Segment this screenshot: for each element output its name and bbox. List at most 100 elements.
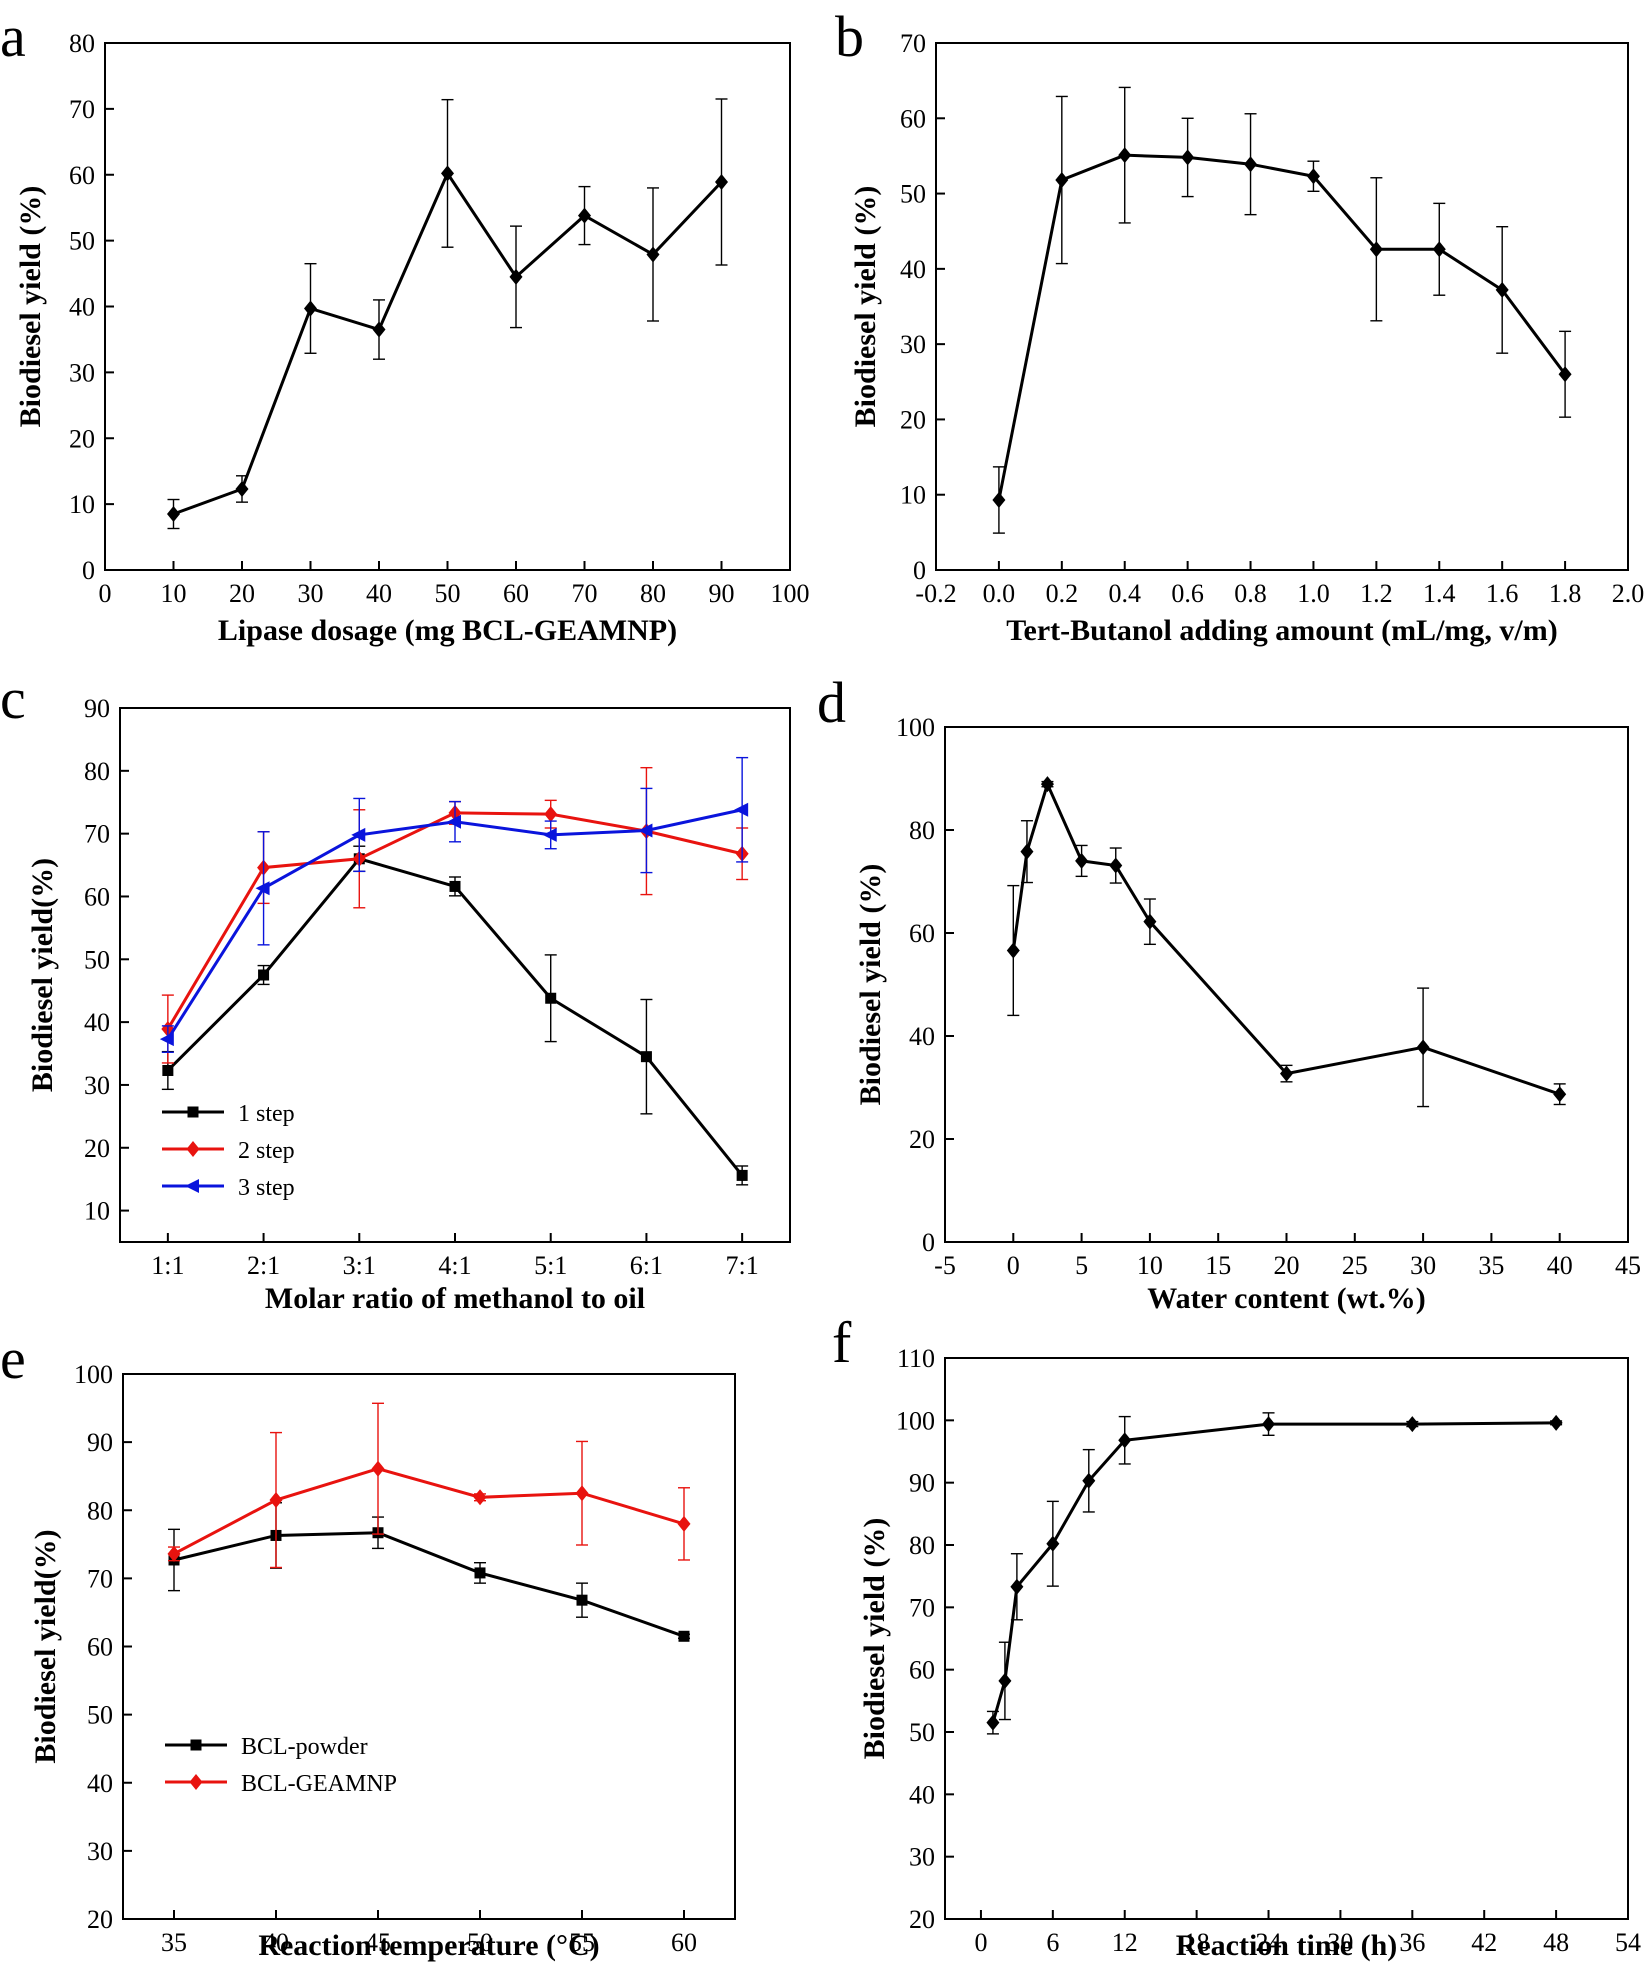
x-tick-label-b: 0.6 <box>1171 579 1204 608</box>
series-line <box>173 1467 685 1556</box>
x-tick-label-f: 24 <box>1256 1928 1282 1957</box>
x-tick-label-c: 6:1 <box>630 1251 663 1280</box>
panel-b: b -0.2 0.0 0.2 0.4 0.6 0.8 1.0 1.2 1.4 1.6 1.8 2.0 0 1… <box>835 4 1644 647</box>
x-tick-label-d: 10 <box>1137 1251 1163 1280</box>
y-tick-label-b: 40 <box>900 255 926 284</box>
legend-marker <box>187 1106 199 1118</box>
x-tick-label-a: 60 <box>503 579 529 608</box>
legend-label: BCL-GEAMNP <box>241 1771 397 1797</box>
panel-letter-e: e <box>0 1326 26 1391</box>
data-point <box>1181 149 1195 166</box>
x-tick-label-e: 55 <box>569 1928 595 1957</box>
y-tick-label-f: 30 <box>909 1843 935 1872</box>
data-point <box>1118 1432 1132 1449</box>
x-tick-label-d: 15 <box>1205 1251 1231 1280</box>
x-tick-label-d: 25 <box>1342 1251 1368 1280</box>
y-tick-label-f: 60 <box>909 1656 935 1685</box>
data-point <box>677 1515 691 1532</box>
y-tick-label-d: 100 <box>896 713 935 742</box>
x-tick-label-a: 70 <box>572 579 598 608</box>
data-point <box>1432 241 1446 258</box>
panel-e: e 35 40 45 50 55 60 20 30 40 50 60 70 80 90 100 Reaction… <box>0 1326 736 1962</box>
data-point <box>1046 1535 1060 1552</box>
data-point <box>1075 852 1089 869</box>
data-point <box>1405 1416 1419 1433</box>
y-tick-label-c: 10 <box>84 1197 110 1226</box>
legend-marker <box>189 1774 203 1790</box>
y-tick-label-a: 70 <box>69 95 95 124</box>
panel-letter-d: d <box>817 670 846 735</box>
data-point <box>441 165 454 182</box>
data-point <box>1369 241 1383 258</box>
y-axis-label-c: Biodiesel yield(%) <box>26 858 59 1092</box>
x-tick-label-c: 3:1 <box>343 1251 376 1280</box>
series-line <box>166 857 744 1177</box>
y-tick-label-c: 50 <box>84 945 110 974</box>
legend-item-c: 3 step <box>162 1175 295 1201</box>
legend-item-e: BCL-GEAMNP <box>165 1771 397 1797</box>
legend-label: BCL-powder <box>241 1734 368 1760</box>
series-a-0 <box>167 98 728 530</box>
data-point <box>162 1064 174 1076</box>
legend-marker <box>185 1179 199 1193</box>
x-tick-label-a: 30 <box>298 579 324 608</box>
x-tick-label-b: 0.2 <box>1046 579 1079 608</box>
data-point <box>1109 857 1123 874</box>
series-line <box>997 153 1567 501</box>
data-point <box>575 1485 589 1502</box>
x-tick-label-d: 20 <box>1274 1251 1300 1280</box>
x-tick-label-e: 50 <box>467 1928 493 1957</box>
x-axis-label-c: Molar ratio of methanol to oil <box>265 1282 645 1315</box>
x-tick-label-e: 40 <box>263 1928 289 1957</box>
x-tick-label-f: 30 <box>1327 1928 1353 1957</box>
data-point <box>1553 1086 1567 1103</box>
data-point <box>1020 843 1034 860</box>
y-tick-label-a: 20 <box>69 424 95 453</box>
y-tick-label-f: 40 <box>909 1780 935 1809</box>
x-tick-label-b: -0.2 <box>915 579 956 608</box>
y-tick-label-a: 10 <box>69 490 95 519</box>
y-axis-label-a: Biodiesel yield (%) <box>14 186 47 428</box>
x-tick-label-d: 40 <box>1547 1251 1573 1280</box>
x-tick-label-a: 10 <box>161 579 187 608</box>
x-tick-label-e: 60 <box>671 1928 697 1957</box>
y-tick-label-b: 50 <box>900 180 926 209</box>
data-point <box>447 814 461 829</box>
legend-marker <box>186 1141 200 1157</box>
x-tick-label-c: 7:1 <box>726 1251 759 1280</box>
data-point <box>1143 913 1157 930</box>
y-tick-label-e: 80 <box>87 1496 113 1525</box>
y-tick-label-e: 60 <box>87 1633 113 1662</box>
data-point <box>578 207 591 224</box>
data-point <box>1006 942 1020 959</box>
y-tick-label-a: 60 <box>69 161 95 190</box>
y-tick-label-a: 40 <box>69 293 95 322</box>
data-point <box>304 300 317 317</box>
plot-frame-c <box>119 707 791 1243</box>
x-tick-label-b: 0.0 <box>983 579 1016 608</box>
x-tick-label-d: 0 <box>1007 1251 1020 1280</box>
panel-f: f 0 6 12 18 24 30 36 42 48 54 20 30 40 50 60 70 80 90 100 11… <box>832 1310 1641 1962</box>
y-tick-label-c: 90 <box>84 694 110 723</box>
data-point <box>736 1169 748 1181</box>
x-tick-label-a: 0 <box>99 579 112 608</box>
y-axis-label-f: Biodiesel yield (%) <box>858 1518 891 1760</box>
data-point <box>1244 156 1258 173</box>
data-point <box>258 969 270 981</box>
data-point <box>473 1489 487 1506</box>
y-tick-label-f: 50 <box>909 1718 935 1747</box>
y-tick-label-f: 110 <box>897 1344 935 1373</box>
data-point <box>1280 1065 1293 1082</box>
legend-marker <box>190 1739 202 1751</box>
y-tick-label-f: 70 <box>909 1593 935 1622</box>
x-tick-label-b: 0.8 <box>1234 579 1267 608</box>
x-tick-label-d: 45 <box>1615 1251 1641 1280</box>
data-point <box>576 1594 588 1606</box>
y-tick-label-a: 30 <box>69 358 95 387</box>
legend-item-e: BCL-powder <box>165 1734 368 1760</box>
y-axis-label-d: Biodiesel yield (%) <box>854 864 887 1106</box>
legend-item-c: 1 step <box>162 1101 295 1127</box>
data-point <box>159 1032 174 1047</box>
